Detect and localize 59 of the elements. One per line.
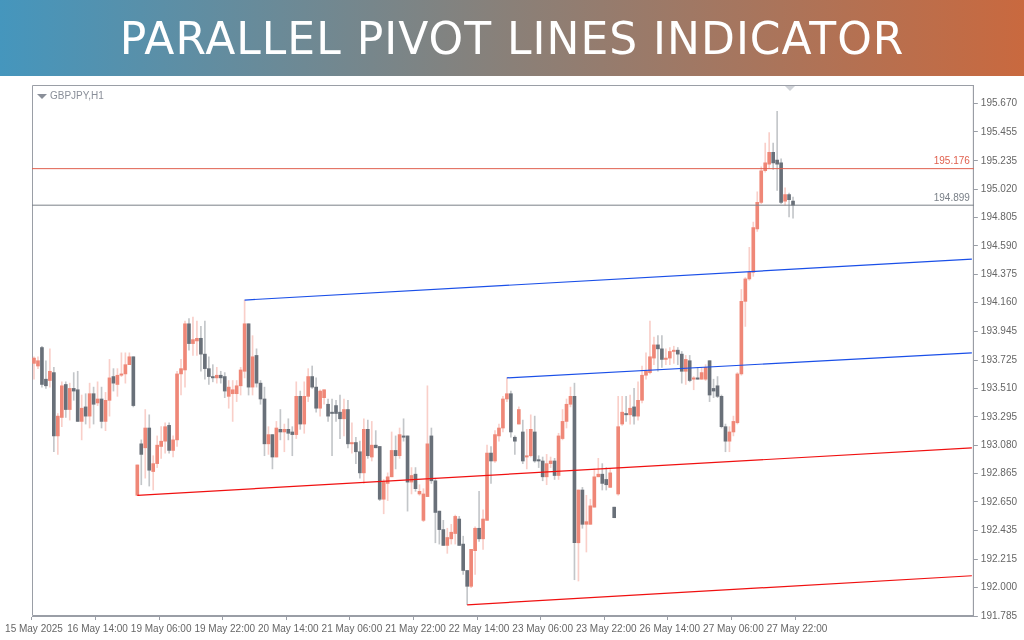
candlestick — [791, 196, 795, 219]
candlestick — [489, 446, 493, 484]
candlestick — [203, 320, 207, 380]
x-tick-label: 15 May 2025 — [5, 622, 64, 634]
y-tick-label: 194.375 — [980, 268, 1018, 280]
y-tick-label: 192.215 — [980, 553, 1018, 565]
x-tick-label: 27 May 06:00 — [703, 622, 765, 634]
y-tick-label: 194.590 — [980, 239, 1018, 251]
x-tick-label: 23 May 06:00 — [512, 622, 574, 634]
y-tick-label: 195.670 — [980, 97, 1018, 109]
y-tick-label: 194.160 — [980, 296, 1018, 308]
x-tick-label: 16 May 14:00 — [67, 622, 129, 634]
candlestick — [214, 366, 219, 384]
x-tick-label: 21 May 22:00 — [385, 622, 447, 634]
candlestick — [656, 335, 660, 372]
candlestick — [675, 347, 680, 366]
x-tick-label: 21 May 06:00 — [321, 622, 383, 634]
y-tick-label: 191.785 — [980, 609, 1018, 621]
x-tick-label: 26 May 14:00 — [639, 622, 701, 634]
candlestick — [624, 396, 628, 422]
y-tick-label: 193.945 — [980, 324, 1018, 336]
candlestick — [290, 426, 295, 457]
candlestick — [691, 376, 696, 391]
candlestick — [195, 320, 199, 356]
candlestick — [286, 418, 291, 441]
y-tick-label: 195.455 — [980, 125, 1018, 137]
y-tick-label: 192.650 — [980, 495, 1018, 507]
x-tick-label: 22 May 14:00 — [448, 622, 510, 634]
x-tick-label: 27 May 22:00 — [766, 622, 828, 634]
y-tick-label: 195.020 — [980, 182, 1018, 194]
y-tick-label: 192.000 — [980, 581, 1018, 593]
candlestick — [338, 394, 342, 439]
x-tick-label: 19 May 22:00 — [194, 622, 256, 634]
x-tick-label: 23 May 22:00 — [575, 622, 637, 634]
y-tick-label: 193.725 — [980, 353, 1018, 365]
y-tick-label: 193.510 — [980, 382, 1018, 394]
candlestick — [330, 398, 334, 457]
y-tick-label: 193.295 — [980, 410, 1018, 422]
candlestick — [628, 394, 632, 425]
x-tick-label: 20 May 14:00 — [258, 622, 320, 634]
ref-line-label: 194.899 — [933, 191, 971, 203]
y-tick-label: 192.865 — [980, 467, 1018, 479]
y-tick-label: 193.080 — [980, 438, 1018, 450]
candlestick — [524, 429, 529, 470]
candlestick — [230, 380, 235, 422]
y-tick-label: 192.435 — [980, 524, 1018, 535]
candlestick — [477, 491, 481, 542]
y-tick-label: 194.805 — [980, 211, 1018, 223]
candlestick — [664, 348, 668, 366]
y-tick-label: 195.235 — [980, 154, 1018, 166]
candlestick — [632, 388, 636, 425]
text: GBPJPY,H1 — [50, 89, 105, 101]
x-tick-label: 19 May 06:00 — [130, 622, 192, 634]
candlestick — [210, 364, 215, 383]
candlestick — [191, 316, 195, 356]
chart-title: PARALLEL PIVOT LINES INDICATOR — [0, 0, 1024, 76]
ref-line-label: 195.176 — [933, 155, 971, 167]
candlestick — [32, 356, 36, 380]
candlestick — [350, 422, 354, 454]
